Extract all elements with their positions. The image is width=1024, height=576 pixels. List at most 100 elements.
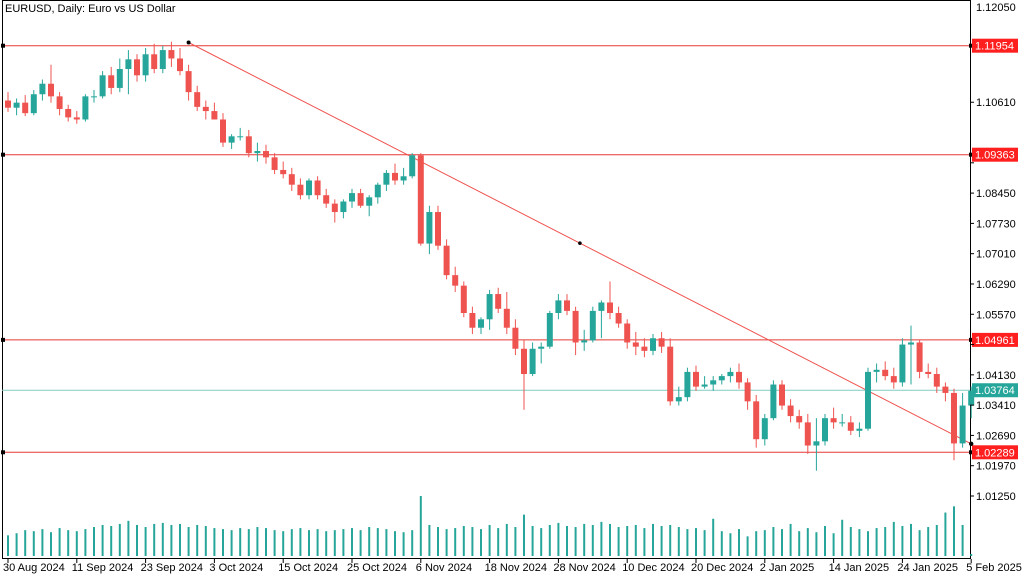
candle-body[interactable] xyxy=(452,275,459,286)
candle-body[interactable] xyxy=(366,197,373,206)
level-anchor-point[interactable] xyxy=(1,337,5,342)
candle-body[interactable] xyxy=(159,50,166,69)
candle-body[interactable] xyxy=(374,184,381,198)
candle-body[interactable] xyxy=(237,136,244,138)
candle-body[interactable] xyxy=(675,397,682,402)
candle-body[interactable] xyxy=(684,371,691,398)
candle-body[interactable] xyxy=(495,294,502,309)
candle-body[interactable] xyxy=(254,151,261,154)
candle-body[interactable] xyxy=(22,102,29,114)
candle-body[interactable] xyxy=(116,69,123,88)
candle-body[interactable] xyxy=(581,340,588,343)
candle-body[interactable] xyxy=(693,371,699,387)
candle-body[interactable] xyxy=(30,94,37,114)
candle-body[interactable] xyxy=(512,327,519,349)
candle-body[interactable] xyxy=(529,348,536,374)
candle-body[interactable] xyxy=(607,302,613,313)
candle-body[interactable] xyxy=(959,405,966,444)
trendline-anchor[interactable] xyxy=(969,441,974,447)
candle-body[interactable] xyxy=(787,405,794,417)
candle-body[interactable] xyxy=(615,313,622,324)
candle-body[interactable] xyxy=(194,92,201,107)
candle-body[interactable] xyxy=(211,111,218,120)
candle-body[interactable] xyxy=(908,342,914,345)
candle-body[interactable] xyxy=(546,313,553,347)
candle-body[interactable] xyxy=(701,384,708,387)
candle-body[interactable] xyxy=(968,390,975,406)
candle-body[interactable] xyxy=(856,428,863,431)
candle-body[interactable] xyxy=(650,338,656,351)
candle-body[interactable] xyxy=(108,75,115,88)
level-anchor-point[interactable] xyxy=(969,450,973,455)
candle-body[interactable] xyxy=(142,54,149,76)
trendline-midpoint[interactable] xyxy=(578,241,582,245)
candle-body[interactable] xyxy=(323,195,330,204)
candle-body[interactable] xyxy=(125,59,132,69)
candle-body[interactable] xyxy=(899,344,906,383)
candle-body[interactable] xyxy=(65,108,72,118)
trendline-anchor[interactable] xyxy=(186,40,191,45)
candle-body[interactable] xyxy=(151,54,158,69)
candle-body[interactable] xyxy=(890,376,897,383)
candle-body[interactable] xyxy=(469,313,476,328)
level-anchor-point[interactable] xyxy=(969,337,973,342)
candle-body[interactable] xyxy=(641,346,648,351)
candle-body[interactable] xyxy=(357,193,364,206)
candle-body[interactable] xyxy=(813,441,820,446)
candle-body[interactable] xyxy=(847,422,854,431)
candle-body[interactable] xyxy=(56,96,63,109)
candle-body[interactable] xyxy=(263,151,269,158)
candle-body[interactable] xyxy=(744,382,751,402)
candle-body[interactable] xyxy=(779,384,785,406)
candle-body[interactable] xyxy=(589,310,596,341)
candle-body[interactable] xyxy=(417,155,424,244)
candle-body[interactable] xyxy=(564,300,570,311)
candle-body[interactable] xyxy=(804,422,811,446)
level-anchor-point[interactable] xyxy=(1,450,5,455)
candle-body[interactable] xyxy=(882,369,889,377)
candle-body[interactable] xyxy=(220,119,226,143)
candle-body[interactable] xyxy=(409,155,416,177)
candle-body[interactable] xyxy=(245,136,252,154)
candle-body[interactable] xyxy=(82,96,89,120)
candle-body[interactable] xyxy=(202,106,209,112)
candle-body[interactable] xyxy=(392,172,398,181)
candle-body[interactable] xyxy=(39,83,46,95)
candle-body[interactable] xyxy=(5,100,11,108)
level-anchor-point[interactable] xyxy=(969,152,973,157)
candle-body[interactable] xyxy=(667,346,674,402)
candle-body[interactable] xyxy=(761,418,768,440)
candle-body[interactable] xyxy=(426,212,433,244)
candle-body[interactable] xyxy=(13,102,20,108)
candle-body[interactable] xyxy=(48,83,54,97)
candle-body[interactable] xyxy=(521,348,527,374)
level-anchor-point[interactable] xyxy=(1,43,5,48)
candle-body[interactable] xyxy=(632,342,639,347)
candle-body[interactable] xyxy=(99,75,106,97)
candle-body[interactable] xyxy=(288,174,295,185)
candle-body[interactable] xyxy=(572,310,579,343)
candle-body[interactable] xyxy=(280,169,287,175)
candle-body[interactable] xyxy=(822,418,828,442)
candle-body[interactable] xyxy=(271,157,278,170)
candle-body[interactable] xyxy=(718,376,725,381)
candle-body[interactable] xyxy=(435,212,441,246)
candle-body[interactable] xyxy=(873,369,880,372)
candle-body[interactable] xyxy=(383,172,390,185)
candle-body[interactable] xyxy=(73,117,80,120)
level-anchor-point[interactable] xyxy=(969,43,973,48)
candle-body[interactable] xyxy=(865,371,871,429)
candle-body[interactable] xyxy=(478,319,484,328)
candle-body[interactable] xyxy=(306,180,312,196)
candle-body[interactable] xyxy=(658,338,665,347)
candle-body[interactable] xyxy=(486,294,493,320)
candle-body[interactable] xyxy=(624,323,631,343)
candle-body[interactable] xyxy=(830,418,837,423)
candle-body[interactable] xyxy=(916,342,923,372)
candle-body[interactable] xyxy=(185,71,192,93)
candle-body[interactable] xyxy=(331,203,338,213)
candle-body[interactable] xyxy=(538,346,545,349)
candle-body[interactable] xyxy=(942,386,949,393)
candle-body[interactable] xyxy=(400,176,407,181)
